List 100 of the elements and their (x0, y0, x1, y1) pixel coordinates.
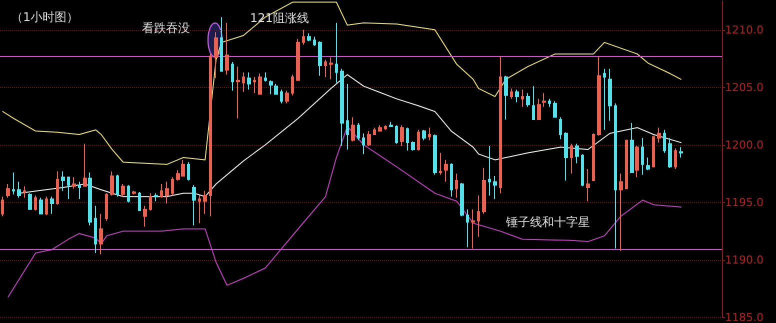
candlestick (88, 172, 92, 226)
candlestick (154, 192, 158, 202)
candlestick (313, 36, 316, 46)
candlestick (23, 186, 26, 198)
candlestick (78, 181, 81, 200)
candlestick (56, 170, 59, 206)
candlestick (258, 73, 262, 95)
candlestick (608, 68, 612, 122)
candlestick (50, 196, 54, 214)
candlestick (603, 68, 606, 130)
candlestick (253, 76, 256, 94)
candlestick (367, 130, 371, 147)
candlestick (597, 56, 601, 136)
candlestick (357, 122, 360, 141)
candlestick (433, 134, 437, 176)
line-series (2, 2, 682, 165)
candlestick (646, 157, 650, 171)
candlestick (17, 181, 21, 198)
candlestick (264, 72, 267, 82)
candlestick (635, 146, 639, 178)
candlestick (291, 74, 294, 96)
candlestick (439, 152, 442, 176)
candlestick (679, 146, 683, 158)
candlestick (564, 132, 568, 182)
candlestick (542, 92, 546, 108)
candlestick (116, 174, 119, 198)
candlestick (192, 184, 196, 226)
candlestick (127, 184, 130, 203)
candlestick (247, 72, 251, 90)
candlestick (94, 205, 97, 254)
candlestick (444, 159, 448, 182)
candlestick (83, 143, 87, 187)
candlestick (61, 170, 65, 192)
candlestick (274, 83, 278, 95)
candlestick (504, 75, 508, 120)
candlestick (428, 127, 431, 141)
candlestick (477, 195, 480, 238)
candlestick (581, 154, 584, 187)
candlestick (559, 116, 562, 140)
candlestick (493, 175, 497, 200)
candlestick (553, 100, 557, 118)
y-tick-label: 1195.0 (725, 196, 764, 209)
candlestick (652, 135, 655, 168)
candlestick (242, 72, 245, 92)
candlestick (236, 66, 240, 119)
candlestick (373, 127, 376, 136)
candlestick (657, 127, 661, 144)
candlestick (499, 56, 502, 194)
candlestick (72, 176, 76, 190)
candlestick (471, 208, 475, 249)
candlestick (105, 192, 108, 222)
candlestick (488, 146, 491, 196)
candlestick (570, 143, 573, 174)
candlestick (395, 124, 398, 144)
candlestick (231, 62, 234, 92)
candlestick (510, 88, 513, 100)
candlestick (296, 38, 300, 81)
candlestick (450, 162, 453, 198)
y-tick-label: 1190.0 (725, 253, 764, 266)
candlestick (160, 183, 163, 198)
candlestick (302, 29, 305, 46)
candlestick (389, 121, 393, 127)
annotation: 看跌吞没 (142, 21, 190, 35)
candlestick (537, 98, 541, 120)
candlestick (335, 22, 338, 84)
candlestick (110, 170, 114, 196)
candlestick (165, 181, 169, 204)
candlestick (417, 129, 420, 152)
candlestick (592, 132, 595, 182)
candlestick (324, 59, 327, 78)
candlestick (614, 102, 617, 249)
candlestick (12, 172, 15, 195)
candlestick (307, 32, 311, 42)
candlestick (171, 176, 174, 196)
candlestick (132, 190, 136, 195)
candlestick (460, 182, 464, 217)
candlestick (6, 183, 10, 198)
candlestick (269, 80, 273, 95)
candlestick (674, 148, 677, 170)
candlestick (138, 192, 141, 211)
candlestick (515, 89, 519, 103)
candlestick (575, 143, 579, 164)
candlestick (225, 22, 229, 76)
candlestick (400, 124, 404, 147)
candlestick (422, 129, 426, 141)
annotation: 锤子线和十字星 (505, 215, 590, 229)
candlestick (532, 86, 535, 120)
candlestick (346, 83, 349, 150)
y-tick-label: 1200.0 (725, 138, 764, 152)
candlestick (280, 89, 283, 104)
candlestick (99, 213, 103, 255)
candlestick (143, 205, 147, 228)
candlestick (214, 32, 218, 79)
candlestick (411, 140, 415, 152)
candlestick (663, 129, 666, 154)
candlestick (198, 195, 201, 224)
candlestick (340, 68, 344, 147)
candlestick (406, 127, 409, 152)
candlestick (28, 192, 32, 210)
y-tick-label: 1210.0 (725, 23, 764, 36)
